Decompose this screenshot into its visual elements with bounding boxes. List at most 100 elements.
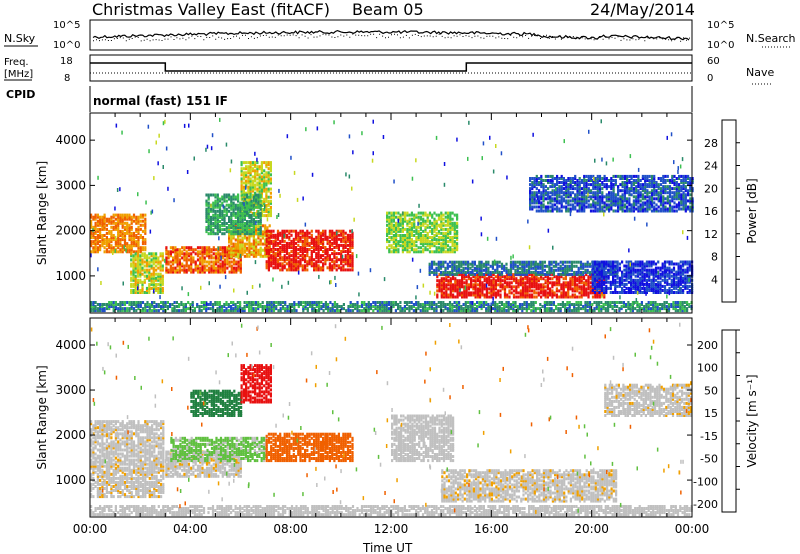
heatmap-cell [128, 213, 131, 217]
heatmap-cell [621, 272, 624, 276]
heatmap-cell [419, 234, 422, 237]
heatmap-cell [567, 191, 570, 195]
heatmap-cell [433, 272, 436, 276]
heatmap-cell [324, 229, 327, 233]
heatmap-cell [144, 225, 147, 229]
heatmap-cell [322, 237, 325, 241]
heatmap-cell [251, 183, 254, 187]
heatmap-cell [636, 270, 639, 274]
heatmap-cell [440, 279, 443, 283]
heatmap-cell [219, 262, 222, 266]
heatmap-cell [99, 227, 102, 231]
heatmap-cell [594, 187, 597, 191]
heatmap-cell [417, 231, 420, 235]
heatmap-cell [285, 229, 289, 233]
heatmap-cell [134, 268, 137, 272]
heatmap-cell [251, 175, 254, 179]
heatmap-cell [540, 289, 543, 293]
heatmap-cell [234, 232, 237, 236]
heatmap-cell [249, 179, 252, 183]
heatmap-cell [580, 279, 583, 283]
heatmap-cell [580, 275, 583, 279]
heatmap-cell [136, 268, 140, 272]
heatmap-cell [187, 248, 190, 252]
heatmap-cell [594, 289, 597, 293]
heatmap-cell [541, 270, 544, 274]
heatmap-cell [535, 285, 538, 289]
heatmap-cell [682, 278, 685, 282]
heatmap-cell [247, 161, 250, 165]
heatmap-cell [424, 242, 427, 246]
heatmap-cell [240, 173, 243, 177]
heatmap-cell [645, 268, 648, 272]
heatmap-cell [650, 280, 653, 284]
heatmap-cell [587, 199, 590, 203]
heatmap-cell [259, 252, 262, 256]
heatmap-cell [542, 183, 545, 187]
heatmap-cell [535, 275, 538, 279]
heatmap-cell [467, 260, 470, 264]
heatmap-cell [569, 281, 572, 285]
heatmap-cell [456, 244, 459, 248]
heatmap-cell [465, 293, 468, 297]
heatmap-cell [199, 266, 202, 270]
heatmap-cell [577, 272, 580, 276]
heatmap-cell [121, 250, 124, 254]
heatmap-cell [346, 233, 350, 237]
heatmap-cell [246, 205, 249, 209]
heatmap-cell [274, 260, 277, 264]
heatmap-cell [456, 283, 459, 287]
heatmap-cell [388, 217, 391, 221]
heatmap-cell [212, 268, 215, 272]
heatmap-cell [328, 254, 331, 258]
heatmap-cell [531, 285, 534, 289]
heatmap-cell [449, 281, 452, 285]
heatmap-cell [449, 229, 452, 233]
heatmap-cell [267, 264, 270, 268]
heatmap-cell [269, 173, 272, 177]
heatmap-cell [437, 246, 441, 250]
heatmap-cell [123, 234, 127, 237]
heatmap-cell [265, 181, 268, 185]
heatmap-cell [446, 262, 449, 266]
heatmap-cell [559, 266, 562, 270]
heatmap-cell [152, 258, 155, 262]
heatmap-cell [230, 268, 233, 272]
heatmap-cell [294, 231, 298, 235]
heatmap-cell [500, 270, 504, 274]
heatmap-cell [152, 260, 155, 264]
heatmap-cell [547, 205, 550, 209]
heatmap-cell [643, 286, 646, 290]
heatmap-cell [439, 260, 443, 264]
heatmap-cell [165, 260, 168, 264]
heatmap-cell [269, 169, 272, 173]
heatmap-cell [446, 217, 450, 221]
heatmap-cell [105, 250, 108, 254]
heatmap-cell [623, 284, 626, 288]
heatmap-cell [560, 174, 563, 178]
heatmap-cell [419, 238, 422, 242]
heatmap-cell [451, 240, 454, 244]
heatmap-cell [335, 243, 338, 247]
heatmap-cell [557, 266, 560, 270]
heatmap-cell [143, 264, 146, 268]
nsky-trace [92, 29, 690, 41]
heatmap-cell [433, 270, 436, 274]
heatmap-cell [342, 231, 345, 235]
heatmap-cell [178, 260, 181, 264]
heatmap-cell [328, 229, 331, 233]
heatmap-cell [408, 221, 411, 225]
heatmap-cell [580, 203, 584, 207]
heatmap-cell [526, 275, 529, 279]
heatmap-cell [573, 270, 576, 274]
heatmap-cell [257, 236, 260, 240]
heatmap-cell [492, 293, 495, 297]
heatmap-cell [588, 262, 592, 266]
heatmap-cell [555, 289, 558, 293]
heatmap-cell [508, 281, 511, 285]
heatmap-cell [331, 264, 334, 268]
heatmap-cell [453, 266, 456, 270]
heatmap-cell [390, 213, 393, 217]
heatmap-cell [496, 266, 499, 270]
